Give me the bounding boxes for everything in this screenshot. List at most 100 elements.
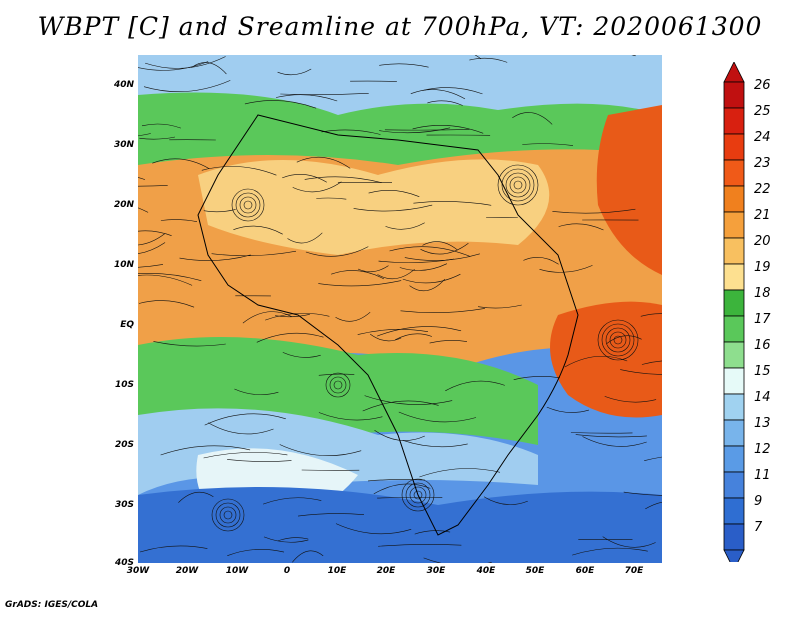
streamline	[160, 219, 198, 222]
vortex-ring	[239, 196, 257, 214]
streamline	[414, 530, 451, 535]
streamline	[419, 468, 501, 478]
colorbar-swatch	[723, 133, 745, 161]
colorbar-label: 23	[754, 156, 771, 171]
streamline	[318, 280, 402, 287]
colorbar-swatch	[723, 81, 745, 109]
streamline	[368, 189, 420, 197]
wbpt-streamline-map	[138, 55, 662, 563]
streamline	[402, 440, 468, 448]
streamline	[429, 340, 468, 344]
streamline	[277, 537, 309, 542]
streamline	[385, 222, 425, 230]
y-tick-label: 20S	[114, 440, 134, 450]
streamline	[570, 432, 633, 434]
streamline	[304, 176, 382, 183]
streamline	[378, 543, 462, 547]
streamline	[362, 400, 439, 412]
streamline	[546, 406, 589, 413]
streamline	[282, 352, 321, 358]
colorbar-label: 19	[754, 260, 771, 275]
streamline	[179, 254, 251, 261]
streamline	[370, 333, 402, 342]
vortex-ring	[409, 486, 427, 504]
streamline	[138, 61, 209, 71]
streamline	[292, 181, 342, 193]
colorbar-swatch	[723, 263, 745, 291]
vortex-ring	[215, 502, 241, 528]
streamline	[211, 250, 297, 257]
vortex-ring	[223, 510, 233, 520]
streamline	[477, 304, 522, 309]
colorbar-swatch	[723, 393, 745, 421]
streamline	[138, 177, 146, 180]
colorbar-label: 24	[754, 130, 771, 145]
streamline	[357, 329, 429, 335]
streamlines	[138, 55, 662, 563]
streamline	[275, 94, 338, 102]
colorbar-label: 15	[754, 364, 771, 379]
streamline	[138, 264, 164, 268]
y-tick-label: 20N	[113, 200, 134, 210]
vortex-ring	[609, 331, 627, 349]
streamline	[242, 311, 292, 324]
streamline	[552, 208, 636, 214]
streamline	[280, 93, 369, 95]
colorbar-swatch	[723, 497, 745, 525]
vortex-ring	[333, 380, 343, 390]
streamline	[469, 57, 508, 63]
vortex-ring	[405, 482, 431, 508]
colorbar-label: 17	[754, 312, 771, 327]
y-tick-label: 40S	[114, 558, 134, 568]
chart-title: WBPT [C] and Sreamline at 700hPa, VT: 20…	[37, 12, 763, 41]
colorbar-label: 13	[754, 416, 771, 431]
streamline	[389, 246, 471, 257]
streamline	[138, 272, 202, 281]
streamline	[604, 396, 657, 403]
colorbar-swatch	[723, 367, 745, 395]
streamline	[402, 273, 461, 284]
colorbar-swatch	[723, 523, 745, 551]
streamline	[606, 335, 642, 345]
streamline	[139, 136, 176, 140]
x-tick-label: 10W	[225, 566, 249, 576]
streamline	[373, 483, 431, 495]
y-tick-label: 10N	[113, 260, 134, 270]
streamline	[178, 491, 214, 503]
streamline	[234, 388, 279, 396]
streamline	[227, 459, 292, 462]
streamline	[364, 395, 453, 405]
vortex-ring	[235, 192, 261, 218]
streamline	[623, 491, 662, 496]
streamline	[413, 201, 492, 206]
colorbar-label: 12	[754, 442, 771, 457]
streamline	[564, 356, 628, 368]
streamline	[138, 230, 172, 236]
streamline	[409, 278, 446, 292]
streamline	[138, 185, 168, 187]
streamline	[335, 311, 371, 322]
colorbar-bottom-arrow	[723, 549, 745, 562]
streamline	[410, 89, 466, 100]
streamline	[523, 257, 559, 265]
colorbar-label: 16	[754, 338, 771, 353]
vortex-ring	[605, 327, 631, 353]
y-tick-label: EQ	[120, 320, 134, 330]
streamline	[640, 313, 662, 317]
x-tick-label: 40E	[476, 566, 496, 576]
streamline	[412, 125, 484, 134]
streamline	[208, 422, 274, 435]
streamline	[138, 300, 195, 308]
streamline	[575, 434, 647, 438]
streamline	[422, 241, 458, 251]
x-tick-label: 20W	[175, 566, 199, 576]
colorbar-swatch	[723, 445, 745, 473]
x-tick-label: 10E	[327, 566, 347, 576]
streamline	[399, 263, 448, 271]
vortex-ring	[501, 168, 535, 202]
footer-credit: GrADS: IGES/COLA	[5, 600, 99, 610]
streamline	[398, 411, 477, 423]
y-tick-label: 40N	[113, 80, 134, 90]
streamline	[423, 557, 492, 563]
field-arabia-hot	[596, 105, 662, 275]
